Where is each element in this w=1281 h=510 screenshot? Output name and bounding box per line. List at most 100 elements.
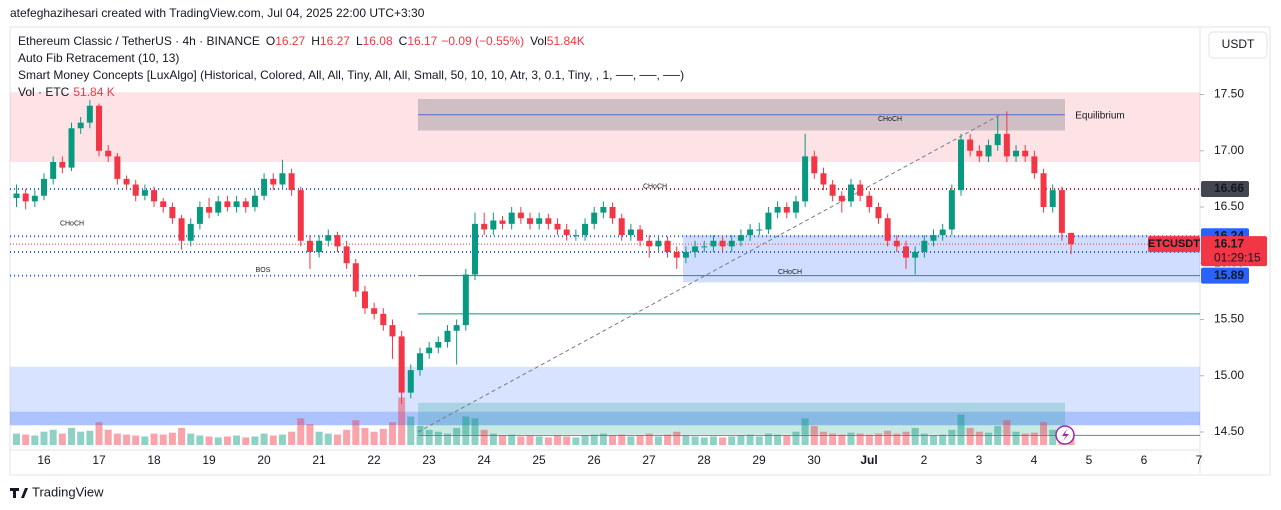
volume-bar	[930, 435, 937, 445]
volume-bar	[975, 431, 983, 445]
volume-bar	[1003, 420, 1011, 445]
volume-bar	[792, 431, 800, 445]
candle-body	[1031, 156, 1038, 174]
annotation: CHoCH	[643, 184, 667, 191]
volume-bar	[673, 431, 681, 445]
volume-bar	[627, 436, 635, 445]
candle-body	[178, 218, 185, 241]
candle-body	[481, 223, 488, 230]
volume-bar	[636, 435, 644, 445]
volume-bar	[847, 432, 855, 445]
candle-body	[453, 325, 460, 331]
event-icon-bolt	[1062, 429, 1069, 441]
volume-bar	[544, 437, 552, 445]
candle-body	[141, 190, 148, 196]
candle-body	[334, 235, 341, 247]
zone	[10, 92, 1200, 162]
x-tick-label: 4	[1031, 453, 1038, 467]
candle-body	[866, 195, 873, 207]
candle-body	[582, 223, 589, 236]
current-price-box	[1201, 236, 1267, 267]
ohlc-label: H	[311, 34, 320, 48]
volume-bar	[819, 431, 827, 445]
zone	[683, 235, 1200, 283]
volume-bar	[398, 397, 406, 445]
volume-bar	[691, 436, 699, 445]
candle-body	[22, 193, 29, 202]
volume-bar	[434, 431, 442, 445]
volume-bar	[902, 431, 910, 445]
header: atefeghazihesari created with TradingVie…	[10, 6, 425, 20]
x-tick-label: Jul	[860, 453, 877, 467]
candle-body	[591, 212, 598, 224]
x-tick-label: 18	[147, 453, 161, 467]
x-tick-label: 24	[477, 453, 491, 467]
candle-body	[1003, 133, 1010, 157]
candle-body	[86, 105, 93, 123]
candle-body	[215, 201, 222, 213]
candle-body	[462, 274, 469, 326]
volume-bar	[985, 432, 993, 445]
volume-bar	[801, 418, 809, 445]
volume-bar	[425, 429, 433, 445]
candle-body	[196, 207, 203, 224]
symbol-tag: ETCUSDT	[1148, 238, 1200, 250]
candle-body	[618, 218, 625, 236]
candle-body	[527, 218, 534, 224]
candle-body	[627, 229, 634, 236]
candle-body	[857, 184, 864, 196]
candle-body	[921, 240, 928, 252]
volume-bar	[278, 434, 286, 445]
candle-body	[206, 207, 213, 213]
candle-body	[664, 240, 671, 252]
volume-bar	[214, 437, 222, 445]
candle-body	[352, 263, 359, 292]
x-tick-label: 5	[1086, 453, 1093, 467]
x-tick-label: 6	[1141, 453, 1148, 467]
volume-bar	[526, 435, 534, 445]
volume-bar	[416, 426, 424, 445]
x-tick-label: 2	[921, 453, 928, 467]
ohlc-value: 16.27	[320, 34, 350, 48]
candle-body	[1022, 150, 1029, 157]
volume-bar	[966, 427, 974, 445]
candle-body	[169, 207, 176, 219]
x-tick-label: 19	[202, 453, 216, 467]
volume-bar	[443, 433, 451, 445]
candle-body	[939, 229, 946, 236]
volume-bar	[333, 434, 341, 445]
candle-body	[792, 201, 799, 213]
volume-bar	[306, 424, 314, 445]
volume-bar	[77, 431, 85, 445]
candle-body	[371, 308, 378, 314]
volume-bar	[874, 433, 882, 445]
candle-body	[435, 342, 442, 348]
volume-bar	[599, 433, 607, 445]
price-label: 16.66	[1214, 181, 1244, 195]
ohlc-label: L	[356, 34, 363, 48]
candle-body	[251, 195, 258, 207]
currency-button[interactable]	[1208, 31, 1268, 59]
zone	[418, 402, 1065, 435]
volume-bar	[700, 437, 708, 445]
volume-bar	[581, 435, 589, 445]
volume-bar	[884, 430, 892, 445]
symbol-tag-box	[1148, 236, 1200, 253]
volume-bar	[13, 433, 20, 445]
indicator: Vol · ETC	[18, 85, 70, 99]
annotation: CHoCH	[60, 221, 84, 228]
volume-bar	[664, 434, 672, 445]
candle-body	[829, 184, 836, 196]
candle-body	[930, 235, 937, 241]
vol-value: 51.84K	[547, 34, 585, 48]
fib-trend-line	[417, 114, 1001, 433]
candle-body	[151, 190, 158, 202]
candle-body	[600, 207, 607, 213]
candle-body	[325, 235, 332, 241]
candle-body	[361, 291, 368, 309]
volume-bar	[251, 436, 259, 445]
candle-body	[508, 212, 515, 224]
candle-body	[637, 229, 644, 241]
candle-body	[902, 246, 909, 258]
currency[interactable]: USDT	[1222, 37, 1255, 51]
